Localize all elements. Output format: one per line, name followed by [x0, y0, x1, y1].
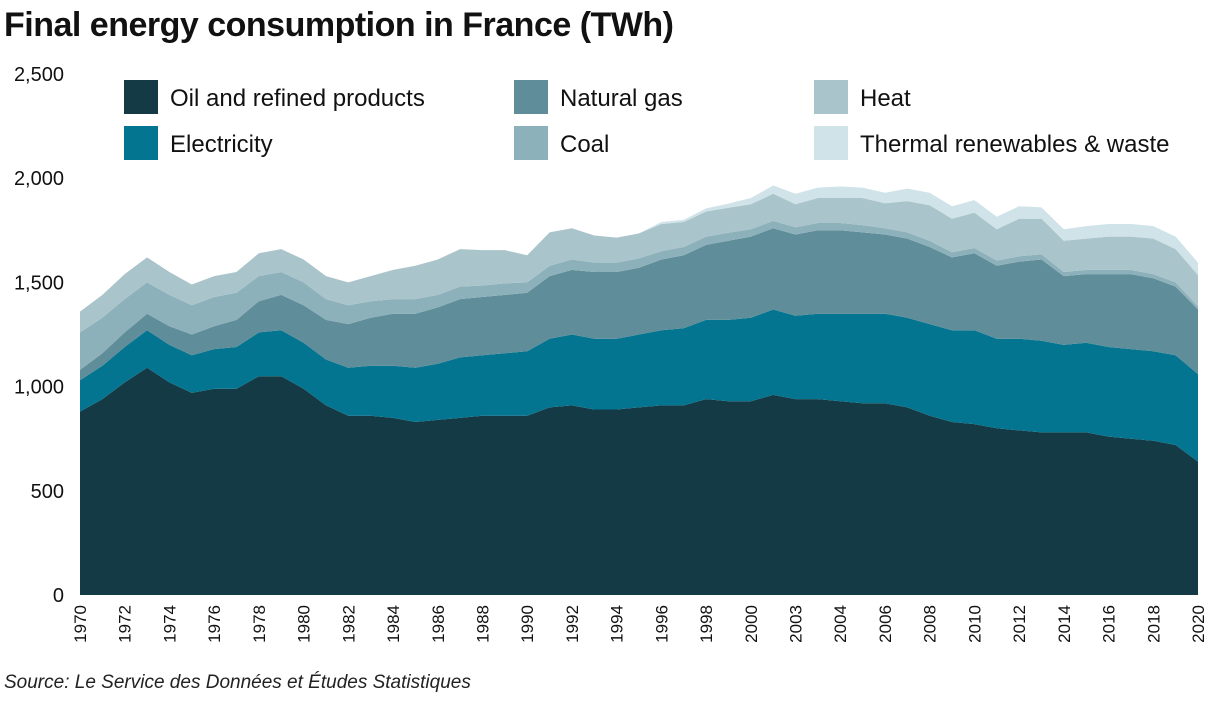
legend-label-thermal-renewables-and-waste: Thermal renewables & waste	[860, 131, 1169, 158]
y-tick-label: 2,000	[14, 168, 64, 190]
chart-title: Final energy consumption in France (TWh)	[4, 6, 674, 44]
y-tick-label: 500	[31, 481, 64, 503]
y-tick-label: 2,500	[14, 64, 64, 86]
x-tick-label: 1982	[339, 605, 358, 643]
x-tick-label: 1978	[250, 605, 269, 643]
x-tick-label: 2012	[1010, 605, 1029, 643]
legend-swatch-thermal-renewables-and-waste	[814, 126, 848, 160]
x-tick-label: 1974	[160, 605, 179, 643]
x-tick-label: 1986	[429, 605, 448, 643]
area-series-natural-gas	[80, 228, 1198, 381]
y-axis-tick-labels: 0 500 1,000 1,500 2,000 2,500	[14, 64, 64, 607]
x-tick-label: 2008	[921, 605, 940, 643]
x-tick-label: 1984	[384, 605, 403, 643]
x-tick-label: 1980	[295, 605, 314, 643]
x-tick-label: 1990	[518, 605, 537, 643]
x-tick-label: 2006	[876, 605, 895, 643]
area-series-coal	[80, 220, 1198, 370]
legend: Oil and refined products Natural gas Heat E…	[124, 80, 1169, 160]
area-series-group	[80, 185, 1198, 595]
x-tick-label: 1972	[116, 605, 135, 643]
legend-swatch-electricity	[124, 126, 158, 160]
x-tick-label: 1970	[71, 605, 90, 643]
x-tick-label: 1994	[608, 605, 627, 643]
x-axis-tick-labels: 1970 1972 1974 1976 1978 1980 1982 1984 1986 1988…	[71, 605, 1208, 643]
x-tick-label: 2003	[787, 605, 806, 643]
y-tick-label: 1,500	[14, 272, 64, 294]
x-tick-label: 2000	[742, 605, 761, 643]
y-tick-label: 0	[53, 585, 64, 607]
x-tick-label: 1976	[205, 605, 224, 643]
legend-label-oil-and-refined-products: Oil and refined products	[170, 85, 425, 112]
y-tick-label: 1,000	[14, 377, 64, 399]
x-tick-label: 2016	[1100, 605, 1119, 643]
x-tick-label: 2014	[1055, 605, 1074, 643]
x-tick-label: 1992	[563, 605, 582, 643]
x-tick-label: 1996	[652, 605, 671, 643]
x-tick-label: 2004	[831, 605, 850, 643]
source-note: Source: Le Service des Données et Études…	[4, 672, 471, 693]
x-tick-label: 2018	[1144, 605, 1163, 643]
area-series-heat	[80, 193, 1198, 333]
legend-swatch-coal	[514, 126, 548, 160]
legend-label-natural-gas: Natural gas	[560, 85, 683, 112]
x-tick-label: 2020	[1189, 605, 1208, 643]
legend-swatch-oil-and-refined-products	[124, 80, 158, 114]
x-tick-label: 1998	[697, 605, 716, 643]
area-series-electricity	[80, 309, 1198, 462]
legend-label-electricity: Electricity	[170, 131, 273, 158]
legend-swatch-heat	[814, 80, 848, 114]
legend-swatch-natural-gas	[514, 80, 548, 114]
area-series-oil-and-refined-products	[80, 367, 1198, 595]
x-tick-label: 2010	[965, 605, 984, 643]
legend-label-coal: Coal	[560, 131, 609, 158]
legend-label-heat: Heat	[860, 85, 911, 112]
x-tick-label: 1988	[474, 605, 493, 643]
